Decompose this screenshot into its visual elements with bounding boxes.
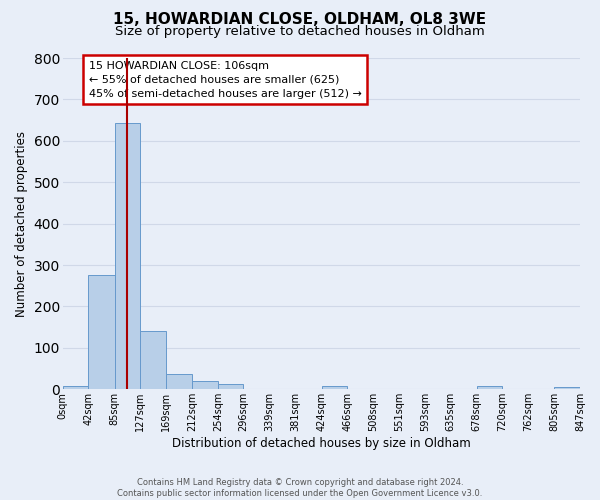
- Bar: [63, 386, 88, 390]
- Text: 15, HOWARDIAN CLOSE, OLDHAM, OL8 3WE: 15, HOWARDIAN CLOSE, OLDHAM, OL8 3WE: [113, 12, 487, 28]
- Bar: [218, 384, 244, 390]
- Bar: [140, 332, 166, 390]
- Bar: [554, 387, 580, 390]
- Y-axis label: Number of detached properties: Number of detached properties: [15, 130, 28, 316]
- Bar: [477, 386, 502, 390]
- Bar: [115, 123, 140, 390]
- Text: 15 HOWARDIAN CLOSE: 106sqm
← 55% of detached houses are smaller (625)
45% of sem: 15 HOWARDIAN CLOSE: 106sqm ← 55% of deta…: [89, 61, 362, 99]
- X-axis label: Distribution of detached houses by size in Oldham: Distribution of detached houses by size …: [172, 437, 471, 450]
- Text: Size of property relative to detached houses in Oldham: Size of property relative to detached ho…: [115, 25, 485, 38]
- Bar: [192, 381, 218, 390]
- Bar: [166, 374, 192, 390]
- Bar: [322, 386, 347, 390]
- Bar: [88, 276, 115, 390]
- Text: Contains HM Land Registry data © Crown copyright and database right 2024.
Contai: Contains HM Land Registry data © Crown c…: [118, 478, 482, 498]
